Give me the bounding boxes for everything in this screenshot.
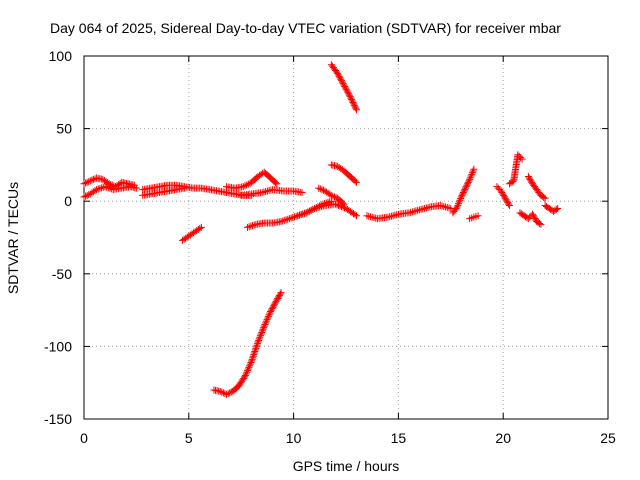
- y-tick-label: 100: [49, 48, 73, 64]
- plus-markers: [237, 186, 306, 199]
- plus-markers: [210, 289, 285, 398]
- series-arc-19: [516, 209, 545, 228]
- plus-markers: [449, 165, 478, 217]
- series-arc-14: [363, 202, 455, 223]
- y-axis-label: SDTVAR / TECUs: [5, 182, 21, 294]
- x-tick-label: 15: [391, 430, 407, 446]
- series-arc-6: [237, 186, 306, 199]
- series-arc-5: [223, 168, 281, 192]
- x-tick-label: 10: [286, 430, 302, 446]
- plus-markers: [80, 183, 140, 201]
- plus-markers: [466, 212, 482, 223]
- y-tick-label: -150: [44, 411, 72, 427]
- series-arc-12: [294, 197, 335, 220]
- plus-markers: [315, 184, 348, 208]
- series-arc-21: [541, 202, 562, 215]
- series-arc-16: [466, 212, 482, 223]
- series-arc-20: [524, 173, 549, 202]
- plus-markers: [294, 197, 335, 220]
- plus-markers: [327, 161, 360, 186]
- series-arc-2: [80, 183, 140, 201]
- plus-markers: [541, 202, 562, 215]
- series-arc-10: [327, 61, 360, 114]
- plus-markers: [505, 151, 526, 188]
- plot-frame: [83, 55, 609, 420]
- series-arc-15: [449, 165, 478, 217]
- series-arc-13: [315, 184, 348, 208]
- x-tick-label: 20: [495, 430, 511, 446]
- series-arc-11: [327, 161, 360, 186]
- y-tick-label: 0: [64, 193, 72, 209]
- series-arc-7: [179, 223, 205, 244]
- y-tick-label: -100: [44, 338, 72, 354]
- series-arc-9: [210, 289, 285, 398]
- x-tick-label: 5: [185, 430, 193, 446]
- series-arc-1: [80, 174, 138, 191]
- y-tick-label: 50: [56, 121, 72, 137]
- plus-markers: [516, 209, 545, 228]
- x-tick-label: 0: [80, 430, 88, 446]
- plus-markers: [524, 173, 549, 202]
- plus-markers: [223, 168, 281, 192]
- plus-markers: [327, 61, 360, 114]
- plus-markers: [179, 223, 205, 244]
- series-arc-17: [493, 183, 513, 210]
- plus-markers: [493, 183, 513, 210]
- grid-layer: [84, 56, 608, 419]
- data-marks: [80, 61, 562, 398]
- y-tick-label: -50: [52, 266, 72, 282]
- x-axis-label: GPS time / hours: [293, 458, 400, 474]
- tick-layer: 0 5 10 15 20 25 -150 -100 -50 0 50 100: [44, 48, 616, 446]
- chart-title: Day 064 of 2025, Sidereal Day-to-day VTE…: [50, 20, 561, 36]
- plus-markers: [139, 184, 189, 199]
- x-tick-label: 25: [600, 430, 616, 446]
- series-arc-18: [505, 151, 526, 188]
- series-arc-4: [139, 184, 189, 199]
- plus-markers: [80, 174, 138, 191]
- plus-markers: [363, 202, 455, 223]
